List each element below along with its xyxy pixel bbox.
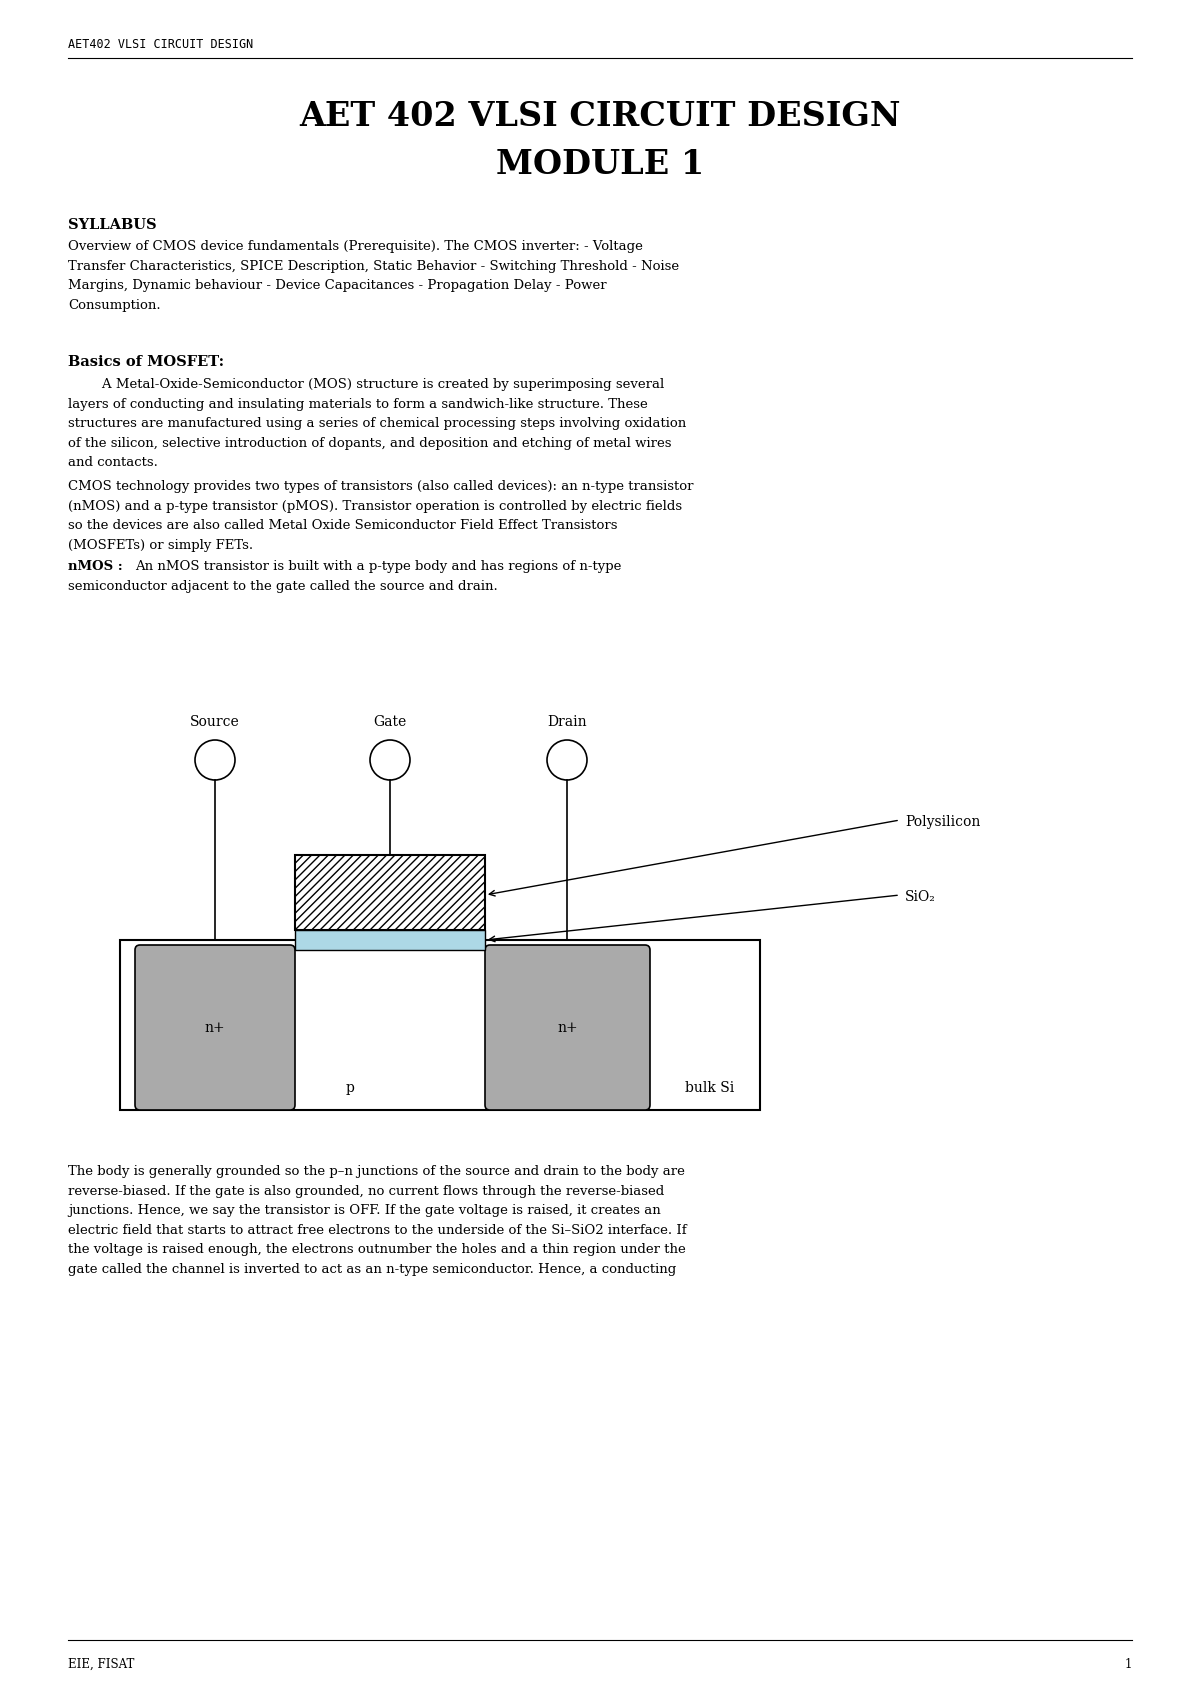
Text: junctions. Hence, we say the transistor is OFF. If the gate voltage is raised, i: junctions. Hence, we say the transistor … bbox=[68, 1204, 661, 1216]
Text: the voltage is raised enough, the electrons outnumber the holes and a thin regio: the voltage is raised enough, the electr… bbox=[68, 1243, 685, 1255]
Text: of the silicon, selective introduction of dopants, and deposition and etching of: of the silicon, selective introduction o… bbox=[68, 437, 672, 449]
Text: Consumption.: Consumption. bbox=[68, 298, 161, 312]
Text: so the devices are also called Metal Oxide Semiconductor Field Effect Transistor: so the devices are also called Metal Oxi… bbox=[68, 518, 618, 532]
Bar bbox=[295, 855, 485, 930]
Text: Margins, Dynamic behaviour - Device Capacitances - Propagation Delay - Power: Margins, Dynamic behaviour - Device Capa… bbox=[68, 280, 607, 291]
Text: The body is generally grounded so the p–n junctions of the source and drain to t: The body is generally grounded so the p–… bbox=[68, 1165, 685, 1177]
Text: CMOS technology provides two types of transistors (also called devices): an n-ty: CMOS technology provides two types of tr… bbox=[68, 479, 694, 493]
Text: reverse-biased. If the gate is also grounded, no current flows through the rever: reverse-biased. If the gate is also grou… bbox=[68, 1184, 665, 1198]
Text: (nMOS) and a p-type transistor (pMOS). Transistor operation is controlled by ele: (nMOS) and a p-type transistor (pMOS). T… bbox=[68, 500, 682, 513]
Text: n+: n+ bbox=[205, 1020, 226, 1035]
Text: bulk Si: bulk Si bbox=[685, 1081, 734, 1094]
FancyBboxPatch shape bbox=[485, 945, 650, 1110]
Text: Transfer Characteristics, SPICE Description, Static Behavior - Switching Thresho: Transfer Characteristics, SPICE Descript… bbox=[68, 259, 679, 273]
Text: SiO₂: SiO₂ bbox=[905, 889, 936, 905]
Text: AET 402 VLSI CIRCUIT DESIGN: AET 402 VLSI CIRCUIT DESIGN bbox=[299, 100, 901, 134]
Text: Drain: Drain bbox=[547, 715, 587, 728]
Text: Gate: Gate bbox=[373, 715, 407, 728]
Text: Polysilicon: Polysilicon bbox=[905, 815, 980, 828]
Text: semiconductor adjacent to the gate called the source and drain.: semiconductor adjacent to the gate calle… bbox=[68, 579, 498, 593]
Text: EIE, FISAT: EIE, FISAT bbox=[68, 1658, 134, 1670]
Bar bbox=[120, 940, 760, 1110]
Text: MODULE 1: MODULE 1 bbox=[496, 147, 704, 181]
Text: Basics of MOSFET:: Basics of MOSFET: bbox=[68, 356, 224, 369]
Text: and contacts.: and contacts. bbox=[68, 456, 158, 469]
Text: A Metal-Oxide-Semiconductor (MOS) structure is created by superimposing several: A Metal-Oxide-Semiconductor (MOS) struct… bbox=[68, 378, 665, 391]
Text: Source: Source bbox=[190, 715, 240, 728]
FancyBboxPatch shape bbox=[134, 945, 295, 1110]
Text: layers of conducting and insulating materials to form a sandwich-like structure.: layers of conducting and insulating mate… bbox=[68, 398, 648, 410]
Text: AET402 VLSI CIRCUIT DESIGN: AET402 VLSI CIRCUIT DESIGN bbox=[68, 37, 253, 51]
Text: SYLLABUS: SYLLABUS bbox=[68, 219, 157, 232]
Text: (MOSFETs) or simply FETs.: (MOSFETs) or simply FETs. bbox=[68, 539, 253, 552]
Bar bbox=[295, 930, 485, 950]
Text: nMOS :: nMOS : bbox=[68, 561, 127, 573]
Text: gate called the channel is inverted to act as an n-type semiconductor. Hence, a : gate called the channel is inverted to a… bbox=[68, 1262, 677, 1276]
Text: p: p bbox=[346, 1081, 354, 1094]
Text: structures are manufactured using a series of chemical processing steps involvin: structures are manufactured using a seri… bbox=[68, 417, 686, 430]
Text: 1: 1 bbox=[1124, 1658, 1132, 1670]
Text: An nMOS transistor is built with a p-type body and has regions of n-type: An nMOS transistor is built with a p-typ… bbox=[134, 561, 622, 573]
Text: Overview of CMOS device fundamentals (Prerequisite). The CMOS inverter: - Voltag: Overview of CMOS device fundamentals (Pr… bbox=[68, 241, 643, 252]
Text: n+: n+ bbox=[557, 1020, 578, 1035]
Text: electric field that starts to attract free electrons to the underside of the Si–: electric field that starts to attract fr… bbox=[68, 1223, 686, 1237]
